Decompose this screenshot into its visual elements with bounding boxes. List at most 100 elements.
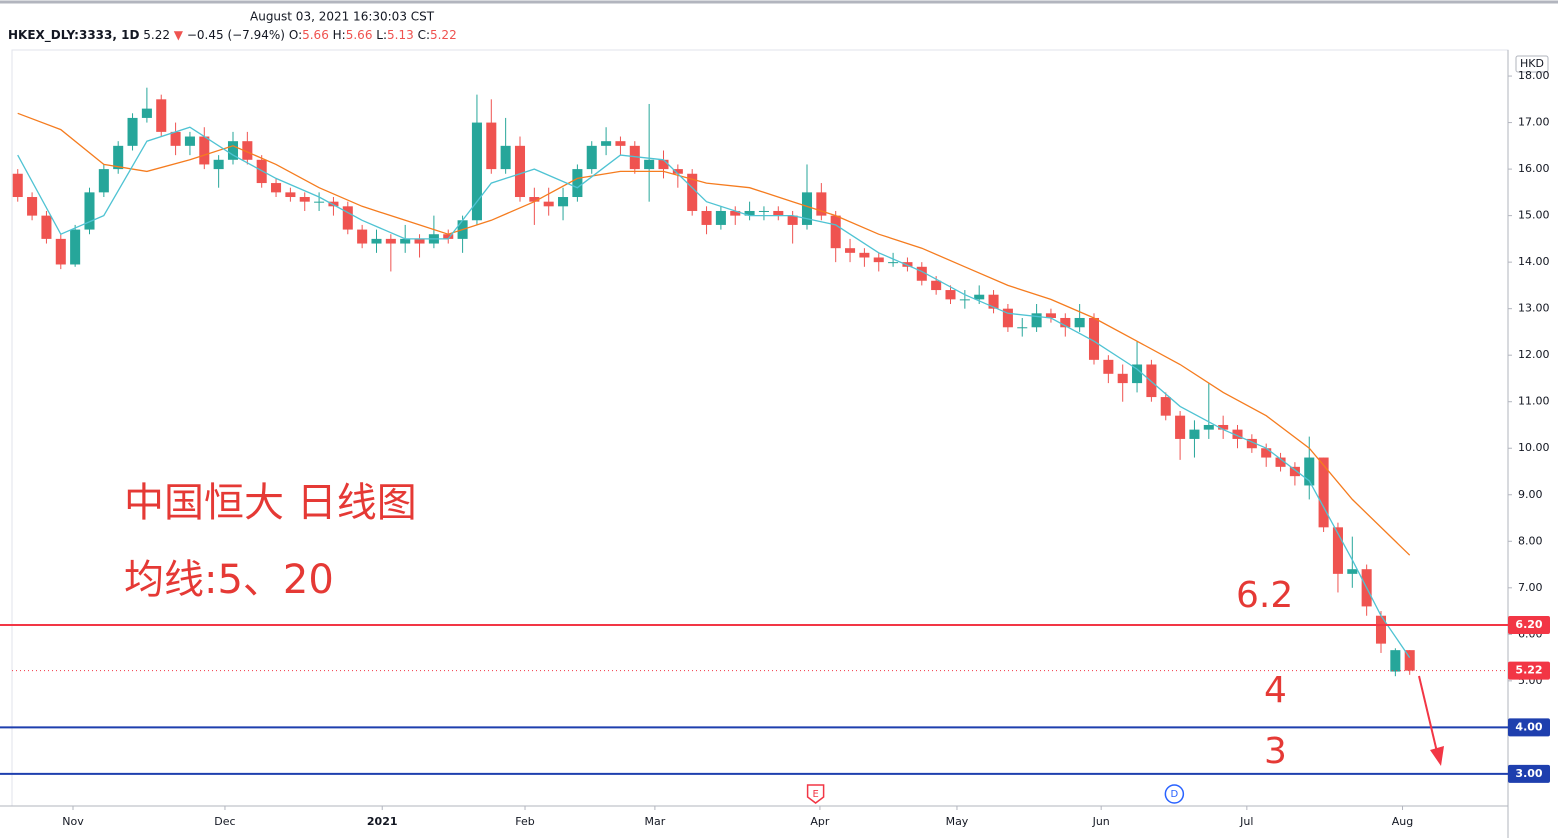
candle-body [12, 173, 23, 198]
level-label: 6.20 [1515, 618, 1542, 631]
candle-body [945, 290, 956, 300]
candle-body [1017, 327, 1028, 329]
candle-body [70, 229, 81, 265]
annotation: 中国恒大 日线图 [124, 480, 417, 526]
candle-body [514, 145, 526, 198]
ma-line [17, 126, 1411, 658]
candle-body [1045, 313, 1056, 318]
candle-body [328, 201, 339, 207]
direction: ▼ [174, 28, 184, 42]
candle-body [1275, 457, 1286, 467]
low-label: L: [376, 28, 387, 42]
event-label: E [812, 789, 818, 800]
low-value: 5.13 [387, 28, 414, 42]
candle-body [1347, 569, 1358, 574]
candle-body [1074, 317, 1085, 328]
candle-body [687, 173, 698, 211]
candle-body [242, 141, 253, 160]
y-tick-label: 8.00 [1518, 534, 1543, 547]
candle-body [1289, 466, 1300, 477]
candle-body [1375, 615, 1387, 644]
candle-body [701, 210, 712, 225]
candle-body [443, 234, 454, 239]
candle-body [1189, 429, 1200, 439]
close-value: 5.22 [430, 28, 457, 42]
candle-body [1261, 448, 1272, 458]
candle-body [629, 145, 640, 170]
candle-body [845, 248, 856, 253]
candle-body [873, 257, 884, 263]
candle-body [816, 192, 827, 216]
candle-body [787, 215, 798, 225]
candle-body [1060, 317, 1071, 328]
last-price-tag [1508, 661, 1550, 680]
candle-body [385, 238, 396, 244]
level-tag [1508, 764, 1550, 783]
candle-body [1218, 424, 1229, 430]
candle-body [199, 136, 210, 165]
candle-body [1031, 313, 1042, 328]
candle-body [1002, 308, 1013, 328]
ma-line [17, 112, 1411, 556]
annotation: 3 [1264, 731, 1287, 772]
open-value: 5.66 [302, 28, 329, 42]
candle-body [471, 122, 482, 221]
candle-body [1304, 457, 1315, 486]
candle-body [1088, 317, 1100, 360]
candle-body [256, 159, 267, 184]
candle-body [314, 201, 325, 203]
y-tick-label: 10.00 [1518, 441, 1550, 454]
candle-body [601, 141, 612, 146]
candle-body [529, 197, 540, 202]
candle-body [113, 145, 124, 170]
candle-body [1175, 415, 1186, 439]
y-tick-label: 17.00 [1518, 116, 1550, 129]
candle-body [572, 169, 583, 198]
candle-body [558, 197, 569, 207]
currency: HKD [1520, 57, 1544, 70]
candle-body [1203, 424, 1214, 430]
candle-body [644, 159, 655, 170]
y-tick-label: 15.00 [1518, 209, 1550, 222]
high-label: H: [333, 28, 346, 42]
candle-body [357, 229, 368, 244]
x-tick-label: Mar [645, 815, 666, 828]
arrow-head [1430, 746, 1444, 766]
y-tick-label: 16.00 [1518, 162, 1550, 175]
candle-body [55, 238, 66, 265]
candle-body [500, 145, 511, 170]
candle-body [959, 299, 970, 301]
candle-body [271, 183, 282, 193]
candle-body [41, 215, 52, 239]
candle-body [1390, 650, 1401, 672]
last-price-label: 5.22 [1515, 664, 1542, 677]
symbol: HKEX_DLY:3333, 1D [8, 28, 139, 43]
candle-body [730, 210, 741, 216]
candle-body [1404, 650, 1415, 671]
candle-body [342, 206, 353, 230]
open-label: O: [289, 28, 302, 42]
x-tick-label: Jul [1239, 815, 1253, 828]
candle-body [227, 141, 239, 160]
candle-body [916, 266, 927, 281]
candle-body [888, 262, 899, 264]
candle-body [744, 210, 755, 216]
candle-body [1117, 373, 1128, 384]
candle-body [658, 159, 669, 170]
close-label: C: [418, 28, 430, 42]
x-tick-label: 2021 [367, 815, 398, 828]
candle-body [1232, 429, 1243, 439]
arrow-shaft [1418, 675, 1438, 753]
header-datetime: August 03, 2021 16:30:03 CST [250, 10, 435, 24]
candle-body [801, 192, 813, 225]
level-label: 3.00 [1515, 767, 1542, 780]
y-tick-label: 14.00 [1518, 255, 1550, 268]
candle-body [715, 210, 726, 225]
level-label: 4.00 [1515, 720, 1542, 733]
candle-body [213, 159, 224, 170]
candle-body [1132, 364, 1143, 384]
annotation: 6.2 [1236, 575, 1293, 616]
